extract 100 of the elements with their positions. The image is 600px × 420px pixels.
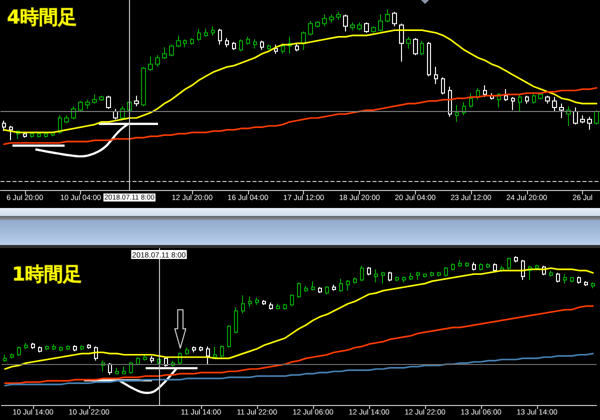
candlestick <box>304 285 308 292</box>
candlestick <box>364 22 369 34</box>
candlestick <box>213 346 217 358</box>
candlestick <box>566 106 571 126</box>
candlestick <box>476 87 480 100</box>
candlestick <box>385 8 390 23</box>
candlestick <box>269 302 273 310</box>
candlestick <box>441 76 445 95</box>
candlestick <box>155 54 160 68</box>
candlestick <box>521 259 525 281</box>
candlestick <box>220 344 224 358</box>
candlestick <box>197 28 201 42</box>
candlestick <box>204 28 208 38</box>
candlestick <box>267 44 271 50</box>
candlestick <box>329 14 334 23</box>
candlestick <box>392 11 397 27</box>
candlestick <box>472 262 476 272</box>
candlestick <box>388 271 392 282</box>
candlestick <box>552 96 557 112</box>
candlestick <box>483 84 487 98</box>
candlestick <box>469 92 473 108</box>
candlestick <box>71 106 76 120</box>
candlestick <box>528 265 532 281</box>
candlestick <box>573 107 578 126</box>
candlestick <box>545 95 550 104</box>
candlestick <box>490 92 494 100</box>
candlestick <box>232 42 236 50</box>
candlestick <box>192 346 196 353</box>
candlestick <box>535 264 539 270</box>
candlestick <box>37 132 41 138</box>
candlestick <box>199 346 203 352</box>
candlestick <box>427 42 431 77</box>
candlestick <box>178 352 182 365</box>
candlestick <box>423 274 427 278</box>
candlestick <box>525 95 529 104</box>
candlestick <box>136 356 140 365</box>
candlestick <box>115 367 119 374</box>
candlestick <box>58 114 62 134</box>
candlestick <box>594 110 599 126</box>
candlestick <box>31 342 35 350</box>
candlestick <box>283 303 287 310</box>
candlestick <box>322 14 327 27</box>
candlestick <box>171 360 175 368</box>
candlestick <box>402 276 406 283</box>
candlestick <box>169 44 174 57</box>
candlestick <box>288 36 292 54</box>
candlestick <box>559 103 564 119</box>
candlestick <box>399 23 404 62</box>
candlestick <box>542 265 546 276</box>
candlestick <box>416 271 420 281</box>
candlestick <box>45 344 49 351</box>
candlestick <box>108 362 112 376</box>
candlestick <box>420 40 424 56</box>
candlestick <box>430 271 434 277</box>
chart-title: 1時間足 <box>12 264 82 286</box>
candlestick <box>353 277 357 284</box>
candlestick <box>73 344 77 352</box>
candlestick <box>311 280 315 292</box>
candlestick <box>99 95 104 102</box>
candlestick <box>378 14 383 32</box>
candlestick <box>343 14 348 32</box>
candlestick <box>239 38 243 52</box>
candlestick <box>16 130 20 140</box>
candlestick <box>122 366 126 374</box>
candlestick <box>308 20 313 36</box>
candlestick <box>587 116 592 130</box>
candlestick <box>51 132 55 137</box>
candlestick <box>563 274 567 284</box>
candlestick <box>185 347 189 356</box>
candlestick <box>106 95 111 110</box>
candlestick <box>437 271 441 277</box>
candlestick <box>44 132 48 138</box>
candlestick <box>253 38 257 50</box>
candlestick <box>227 324 231 348</box>
candlestick <box>451 262 455 272</box>
candlestick <box>3 354 7 362</box>
candlestick <box>92 94 97 104</box>
candlestick <box>381 271 385 284</box>
candlestick <box>486 262 490 269</box>
candlestick <box>444 266 448 277</box>
candlestick <box>584 280 588 286</box>
candlestick <box>507 256 511 270</box>
candlestick <box>281 42 285 54</box>
candlestick <box>497 92 501 108</box>
candlestick <box>80 344 84 351</box>
candlestick <box>301 31 306 50</box>
candlestick <box>148 56 153 72</box>
candlestick <box>260 40 264 50</box>
candlestick <box>479 262 483 272</box>
candlestick <box>78 100 83 112</box>
candlestick <box>141 66 146 107</box>
candlestick <box>448 86 452 118</box>
candlestick <box>241 294 245 314</box>
candlestick <box>532 92 536 104</box>
candlestick <box>406 36 411 50</box>
candlestick <box>85 99 90 110</box>
candlestick <box>162 46 167 60</box>
candlestick <box>218 28 222 46</box>
candlestick <box>458 259 462 268</box>
candlestick <box>127 100 132 112</box>
